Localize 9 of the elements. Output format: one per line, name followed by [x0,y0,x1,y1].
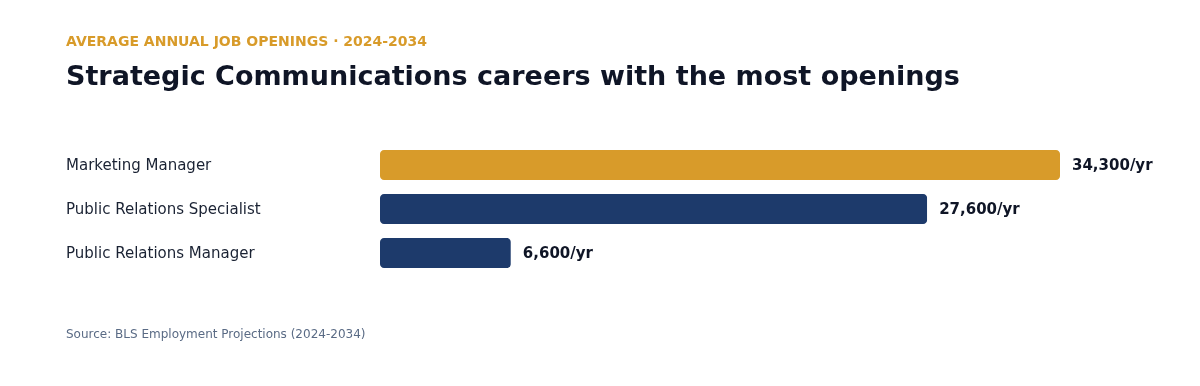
chart-title: Strategic Communications careers with the most openings [66,60,960,91]
source-note: Source: BLS Employment Projections (2024-2034) [66,327,366,341]
y-tick-label: Public Relations Manager [66,244,256,262]
y-tick-label: Public Relations Specialist [66,200,261,218]
data-label: 6,600/yr [522,244,594,262]
data-label: 34,300/yr [1072,156,1154,174]
text: AVERAGE ANNUAL JOB OPENINGS · 2024-2034 [66,33,428,49]
data-label: 27,600/yr [939,200,1021,218]
y-tick-label: Marketing Manager [66,156,213,174]
